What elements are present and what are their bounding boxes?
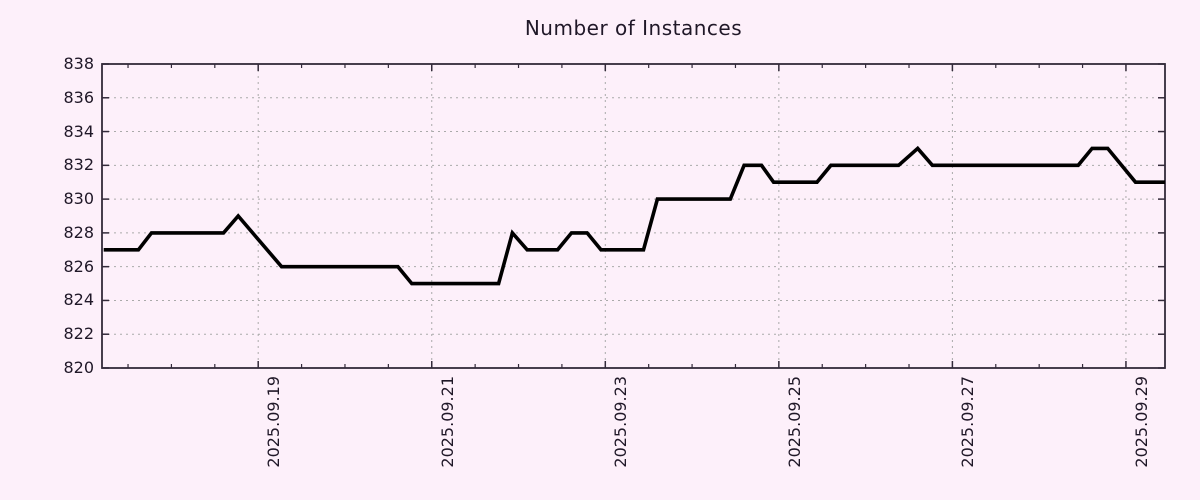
y-tick-label: 830 bbox=[63, 189, 94, 209]
y-tick-label: 836 bbox=[63, 87, 94, 107]
x-tick-label: 2025.09.29 bbox=[1131, 376, 1151, 468]
x-tick-label: 2025.09.25 bbox=[784, 376, 804, 468]
x-tick-label: 2025.09.23 bbox=[611, 376, 631, 468]
x-tick-label: 2025.09.21 bbox=[437, 376, 457, 468]
y-tick-label: 838 bbox=[63, 54, 94, 73]
y-tick-label: 824 bbox=[63, 290, 94, 310]
data-line-instances bbox=[103, 145, 1165, 286]
y-tick-label: 832 bbox=[63, 155, 94, 175]
y-tick-label: 834 bbox=[63, 121, 94, 141]
y-tick-label: 820 bbox=[63, 358, 94, 377]
x-tick-label: 2025.09.27 bbox=[958, 376, 978, 468]
y-tick-label: 826 bbox=[63, 256, 94, 276]
x-tick-label: 2025.09.19 bbox=[264, 376, 284, 468]
y-tick-label: 822 bbox=[63, 324, 94, 344]
y-tick-label: 828 bbox=[63, 222, 94, 242]
chart-title: Number of Instances bbox=[524, 16, 743, 40]
